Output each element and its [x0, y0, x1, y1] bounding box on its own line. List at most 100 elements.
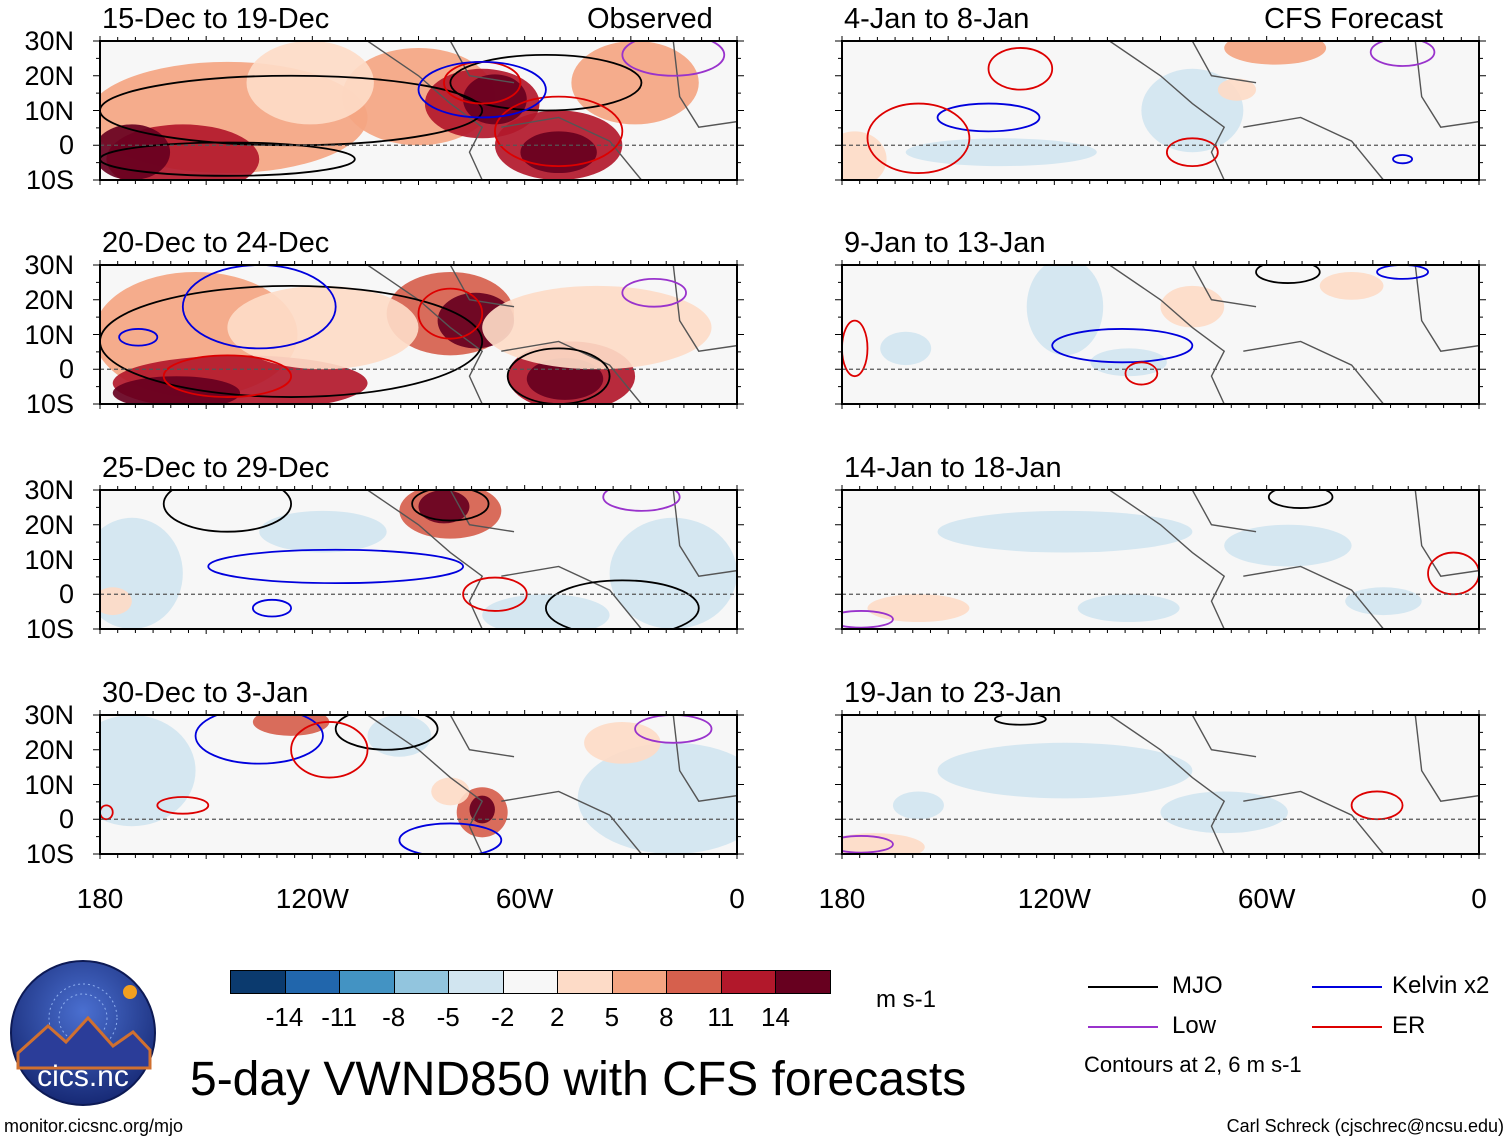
- colorbar-swatch: [557, 970, 613, 994]
- contour-line: [1376, 265, 1429, 280]
- coastline: [1109, 41, 1479, 180]
- coastline: [367, 715, 737, 854]
- wind-anomaly-shading: [1160, 285, 1225, 328]
- wind-anomaly-shading: [1224, 41, 1327, 65]
- colorbar-label: -14: [265, 1002, 304, 1032]
- wind-anomaly-shading: [1077, 594, 1180, 623]
- observed-panel-title: 25-Dec to 29-Dec: [102, 452, 330, 484]
- legend-label: Low: [1172, 1012, 1217, 1039]
- contour-line: [1165, 137, 1219, 167]
- footer-url[interactable]: monitor.cicsnc.org/mjo: [4, 1116, 184, 1136]
- observed-panel-title: 20-Dec to 24-Dec: [102, 227, 330, 259]
- forecast-panel-title: 19-Jan to 23-Jan: [844, 677, 1062, 709]
- contour-line: [290, 721, 369, 779]
- contour-line: [621, 41, 726, 77]
- figure-title: 5-day VWND850 with CFS forecasts: [190, 1053, 967, 1106]
- latitude-label: 10S: [25, 389, 74, 419]
- contour-line: [417, 287, 484, 340]
- coastline: [367, 41, 737, 180]
- latitude-label: 10N: [24, 95, 74, 126]
- colorbar-label: 8: [659, 1002, 674, 1032]
- observed-map-0: [93, 36, 744, 185]
- forecast-map-0: [835, 36, 1486, 185]
- contour-line: [987, 47, 1054, 91]
- legend-label: MJO: [1172, 972, 1223, 999]
- observed-header: Observed: [587, 3, 713, 35]
- colorbar-swatch: [448, 970, 504, 994]
- contour-line: [181, 265, 337, 350]
- longitude-label: 120W: [275, 883, 349, 914]
- contour-line: [162, 490, 292, 533]
- latitude-label: 30N: [24, 250, 74, 280]
- wind-anomaly-shading: [1217, 78, 1257, 101]
- contour-line: [118, 328, 159, 347]
- colorbar-units: m s-1: [876, 986, 936, 1013]
- wind-anomaly-shading: [937, 742, 1193, 799]
- colorbar-swatch: [720, 970, 777, 994]
- contour-line: [936, 102, 1041, 133]
- wind-anomaly-shading: [252, 715, 330, 736]
- contour-line: [100, 141, 356, 177]
- wind-anomaly-shading: [1319, 271, 1384, 300]
- contour-line: [866, 102, 971, 174]
- wind-anomaly-shading: [905, 138, 1097, 167]
- contour-note: Contours at 2, 6 m s-1: [1084, 1052, 1302, 1077]
- legend-line: [1088, 986, 1158, 988]
- wind-anomaly-shading: [842, 833, 925, 854]
- latitude-label: 30N: [24, 700, 74, 730]
- contour-line: [462, 576, 528, 612]
- longitude-label: 0: [1471, 883, 1487, 914]
- wind-anomaly-shading: [1026, 265, 1104, 356]
- forecast-panel-title: 14-Jan to 18-Jan: [844, 452, 1062, 484]
- latitude-label: 20N: [24, 284, 74, 315]
- colorbar-swatch: [393, 970, 450, 994]
- footer-credit: Carl Schreck (cjschrec@ncsu.edu): [1226, 1116, 1504, 1136]
- colorbar-label: -8: [382, 1002, 406, 1032]
- latitude-label: 10S: [25, 839, 74, 869]
- colorbar-label: 11: [707, 1002, 735, 1032]
- forecast-header: CFS Forecast: [1264, 3, 1443, 35]
- colorbar-label: -2: [491, 1002, 515, 1032]
- colorbar-label: 2: [550, 1002, 565, 1032]
- wind-anomaly-shading: [246, 41, 374, 125]
- latitude-label: 20N: [24, 734, 74, 765]
- legend-label: ER: [1392, 1012, 1426, 1039]
- coastline: [367, 265, 737, 404]
- forecast-panel-title: 4-Jan to 8-Jan: [844, 3, 1030, 35]
- contour-line: [156, 796, 210, 815]
- colorbar-swatch: [230, 970, 286, 994]
- forecast-panel-title: 9-Jan to 13-Jan: [844, 227, 1046, 259]
- contour-line: [993, 715, 1047, 726]
- contour-line: [621, 277, 687, 308]
- wind-anomaly-shading: [520, 131, 597, 174]
- wind-anomaly-shading: [571, 41, 699, 125]
- latitude-label: 10S: [25, 165, 74, 195]
- colorbar-swatch: [502, 970, 559, 994]
- coastline: [1109, 490, 1479, 629]
- wind-anomaly-shading: [892, 791, 944, 820]
- contour-line: [1124, 361, 1159, 386]
- wind-anomaly-shading: [100, 124, 171, 180]
- wind-anomaly-shading: [577, 742, 737, 854]
- contour-line: [494, 95, 624, 167]
- contour-line: [100, 284, 484, 398]
- wind-anomaly-shading: [1160, 791, 1288, 834]
- latitude-label: 0: [58, 130, 74, 161]
- contour-line: [842, 610, 894, 629]
- longitude-label: 0: [729, 883, 745, 914]
- wind-anomaly-shading: [431, 777, 470, 806]
- legend-label: Kelvin x2: [1392, 972, 1490, 999]
- colorbar-swatch: [284, 970, 341, 994]
- contour-line: [842, 835, 894, 854]
- wind-anomaly-shading: [418, 490, 470, 524]
- forecast-map-1: [835, 260, 1486, 409]
- contour-line: [602, 490, 681, 512]
- colorbar-label: -5: [436, 1002, 460, 1032]
- contour-line: [334, 715, 439, 751]
- wind-anomaly-shading: [867, 594, 970, 623]
- wind-anomaly-shading: [584, 721, 661, 764]
- contour-line: [194, 715, 324, 765]
- contour-line: [100, 804, 114, 821]
- wind-anomaly-shading: [1345, 587, 1422, 616]
- colorbar-swatch: [775, 970, 831, 994]
